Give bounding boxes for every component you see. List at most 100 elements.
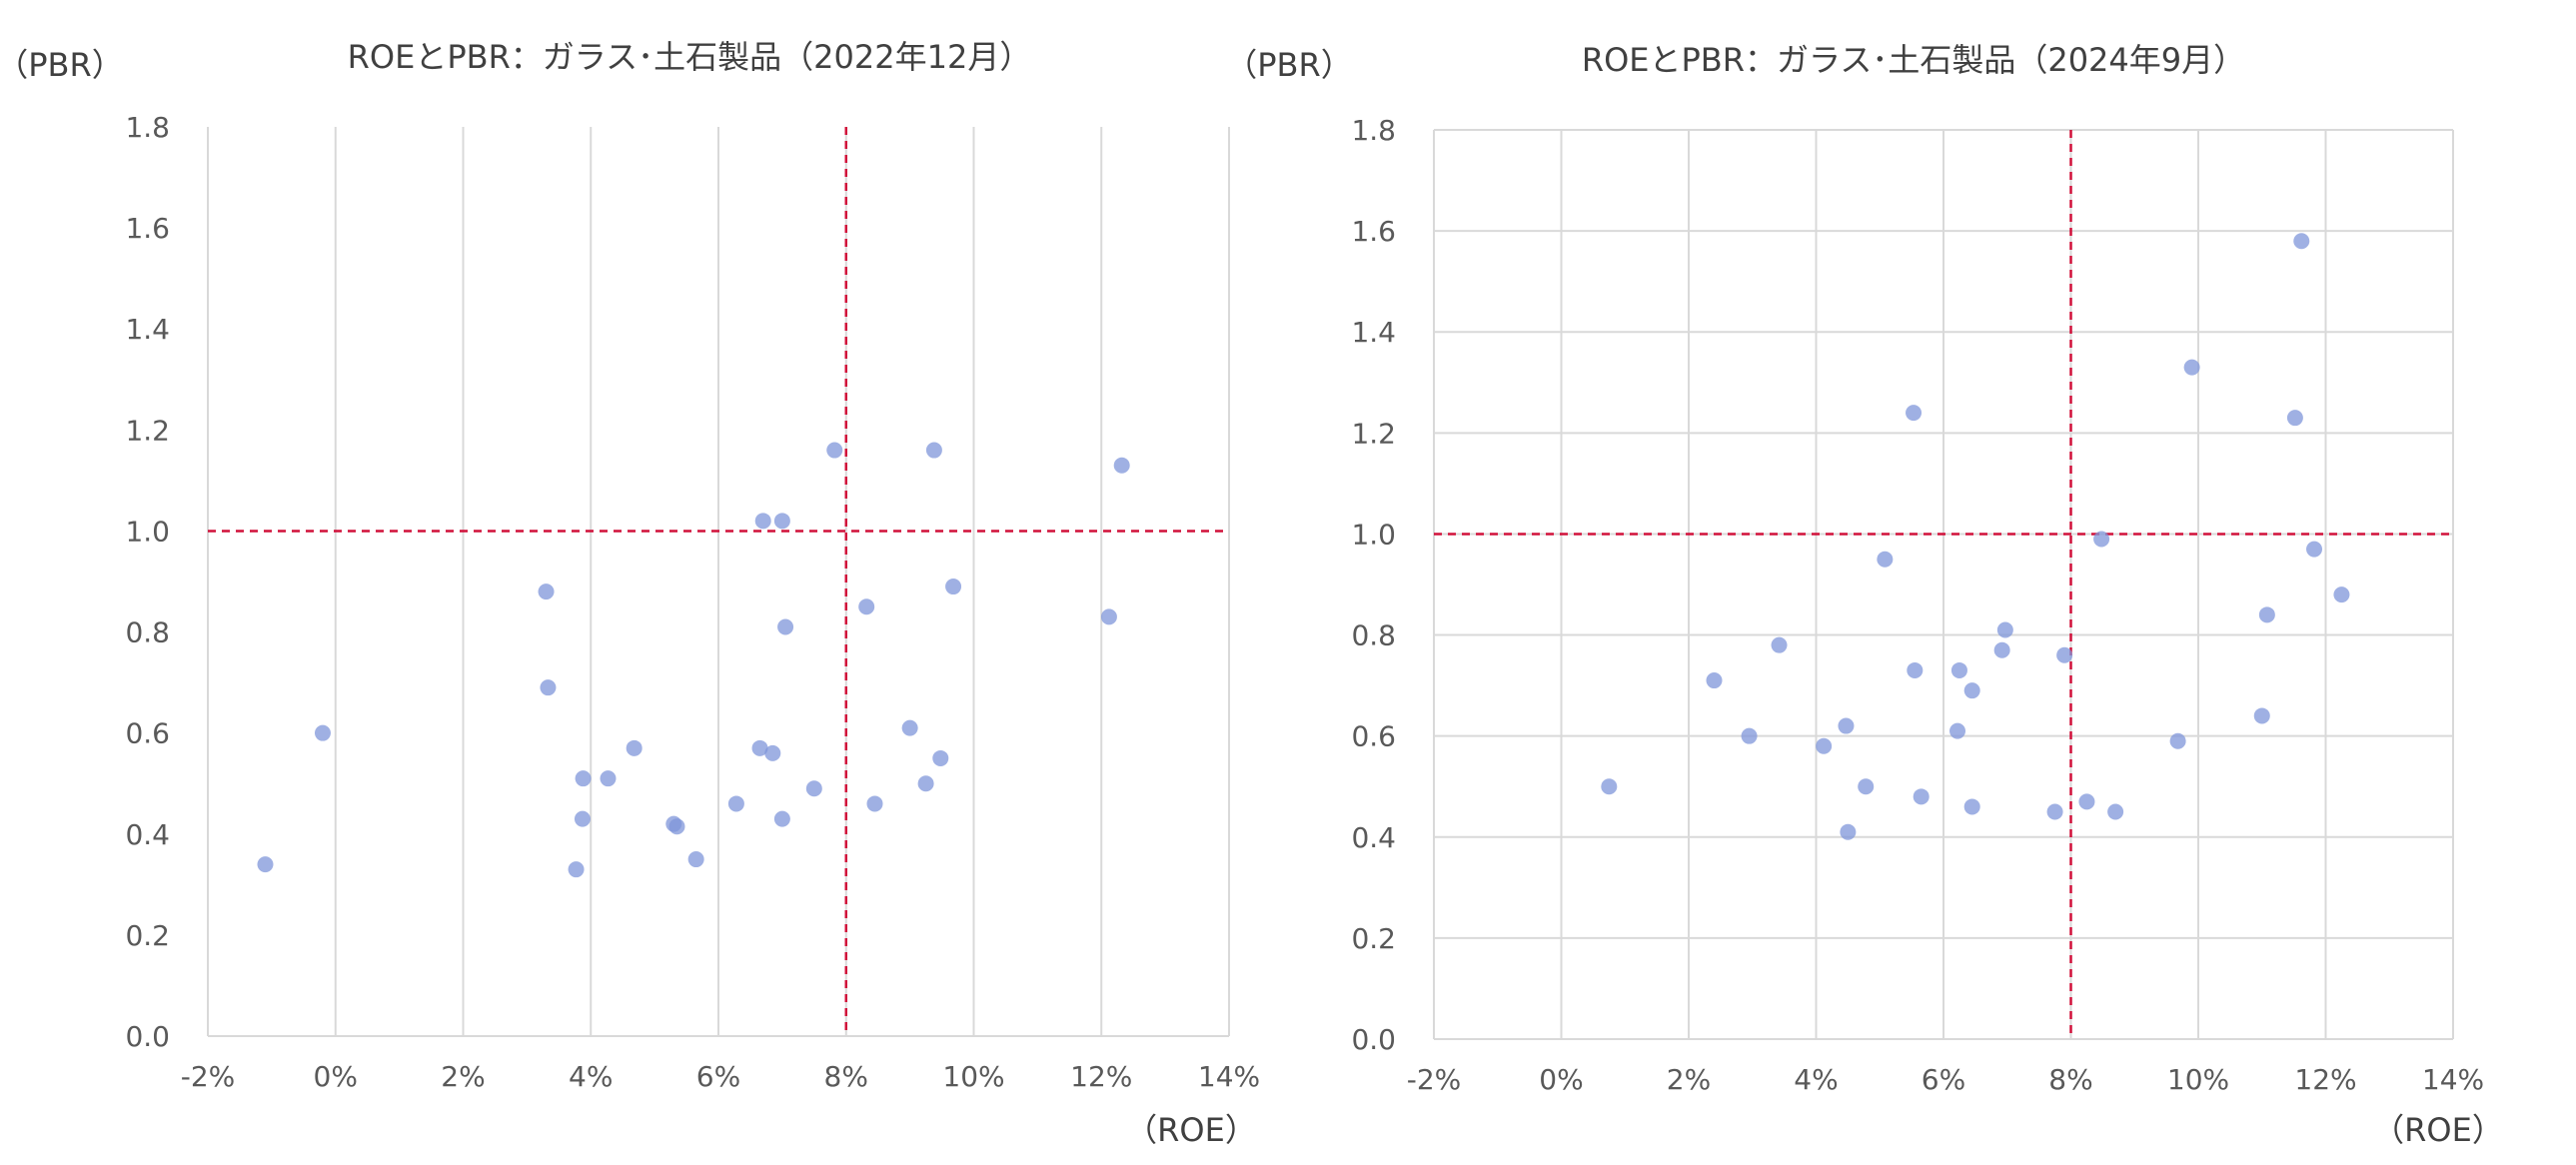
scatter-chart-1: 0.0 0.2 0.4 0.6 0.8 1.0 1.2 1.4 1.6 1.8 -2% 0% 2% 4% 6… (0, 38, 1260, 1149)
y-axis-label: （PBR） (0, 46, 124, 84)
data-point (2306, 541, 2323, 558)
x-tick-label: 4% (569, 1060, 613, 1093)
data-point (917, 775, 934, 792)
data-point (626, 739, 643, 756)
data-point (538, 583, 555, 600)
data-point (2183, 359, 2200, 376)
data-point (1963, 682, 1980, 699)
data-point (805, 780, 822, 797)
x-tick-label: 12% (2294, 1063, 2356, 1096)
y-tick-label: 1.6 (1351, 215, 1396, 248)
data-point (1741, 727, 1758, 744)
data-point (945, 579, 962, 595)
data-point (1913, 788, 1930, 805)
data-point (1858, 778, 1875, 795)
data-point (687, 851, 704, 868)
data-point (1907, 661, 1924, 678)
data-point (1706, 672, 1723, 689)
data-point (2258, 606, 2275, 623)
x-tick-label: 2% (441, 1060, 485, 1093)
chart-title: ROEとPBR：ガラス･土石製品（2024年9月） (1582, 41, 2245, 79)
y-tick-label: 1.0 (125, 515, 170, 548)
data-point (925, 442, 942, 459)
y-tick-label: 1.8 (1351, 114, 1396, 147)
data-point (727, 795, 744, 812)
y-tick-label: 1.2 (1351, 417, 1396, 450)
y-tick-label: 1.4 (1351, 316, 1396, 349)
x-tick-label: 6% (696, 1060, 740, 1093)
data-point (314, 724, 331, 741)
x-tick-label: 0% (1539, 1063, 1583, 1096)
data-point (2333, 586, 2350, 603)
x-tick-label: 14% (2422, 1063, 2484, 1096)
data-point (1816, 737, 1833, 754)
data-point (568, 861, 585, 878)
y-tick-label: 1.2 (125, 414, 170, 447)
data-point (777, 618, 794, 635)
data-point (901, 719, 918, 736)
data-point (1100, 608, 1117, 625)
x-tick-label: 8% (2048, 1063, 2092, 1096)
x-axis-label: （ROE） (2372, 1111, 2504, 1149)
x-tick-label: 10% (2167, 1063, 2229, 1096)
y-tick-label: 0.6 (1351, 720, 1396, 753)
x-tick-label: 4% (1794, 1063, 1838, 1096)
data-point (1840, 823, 1857, 840)
data-point (668, 818, 685, 835)
data-point (773, 513, 790, 530)
data-point (1950, 661, 1967, 678)
data-point (2078, 793, 2095, 810)
x-tick-label: -2% (181, 1060, 236, 1093)
chart-title: ROEとPBR：ガラス･土石製品（2022年12月） (348, 38, 1032, 76)
y-tick-label: 1.0 (1351, 518, 1396, 551)
data-point (1838, 717, 1855, 734)
data-point (1993, 641, 2010, 658)
data-point (575, 770, 592, 787)
data-point (600, 770, 617, 787)
scatter-chart-2: 0.0 0.2 0.4 0.6 0.8 1.0 1.2 1.4 1.6 1.8 -2% 0% 2% 4% 6… (1225, 41, 2504, 1149)
y-tick-label: 0.2 (125, 919, 170, 952)
y-tick-label: 1.4 (125, 313, 170, 346)
data-point (574, 810, 591, 827)
data-point (2253, 707, 2270, 724)
y-tick-label: 1.6 (125, 212, 170, 245)
y-axis-label: （PBR） (1225, 46, 1353, 84)
data-point (858, 598, 875, 615)
data-point (1963, 798, 1980, 815)
y-tick-label: 0.6 (125, 717, 170, 750)
x-tick-label: 0% (314, 1060, 358, 1093)
y-tick-label: 0.0 (125, 1020, 170, 1053)
x-tick-label: -2% (1407, 1063, 1462, 1096)
x-tick-label: 10% (942, 1060, 1004, 1093)
data-point (932, 749, 949, 766)
data-point (2046, 803, 2063, 820)
data-point (1949, 722, 1966, 739)
y-tick-label: 0.2 (1351, 922, 1396, 955)
x-tick-label: 6% (1922, 1063, 1965, 1096)
y-tick-label: 0.4 (125, 818, 170, 851)
data-point (2293, 233, 2310, 250)
data-point (2093, 531, 2110, 548)
y-tick-label: 0.4 (1351, 821, 1396, 854)
data-point (1996, 621, 2013, 638)
data-point (1906, 405, 1923, 422)
data-point (751, 739, 768, 756)
x-tick-label: 12% (1070, 1060, 1132, 1093)
data-point (1601, 778, 1618, 795)
y-tick-label: 0.8 (1351, 619, 1396, 652)
y-tick-label: 0.0 (1351, 1023, 1396, 1056)
data-point (2107, 803, 2124, 820)
x-tick-label: 14% (1198, 1060, 1260, 1093)
data-point (1877, 551, 1894, 568)
data-point (1771, 636, 1788, 653)
data-point (2169, 732, 2186, 749)
y-tick-label: 1.8 (125, 111, 170, 144)
data-point (1113, 457, 1130, 474)
data-point (540, 679, 557, 696)
data-point (754, 513, 771, 530)
x-tick-label: 2% (1667, 1063, 1711, 1096)
x-tick-label: 8% (824, 1060, 868, 1093)
data-point (2056, 646, 2073, 663)
data-point (764, 744, 781, 761)
data-point (257, 856, 274, 873)
